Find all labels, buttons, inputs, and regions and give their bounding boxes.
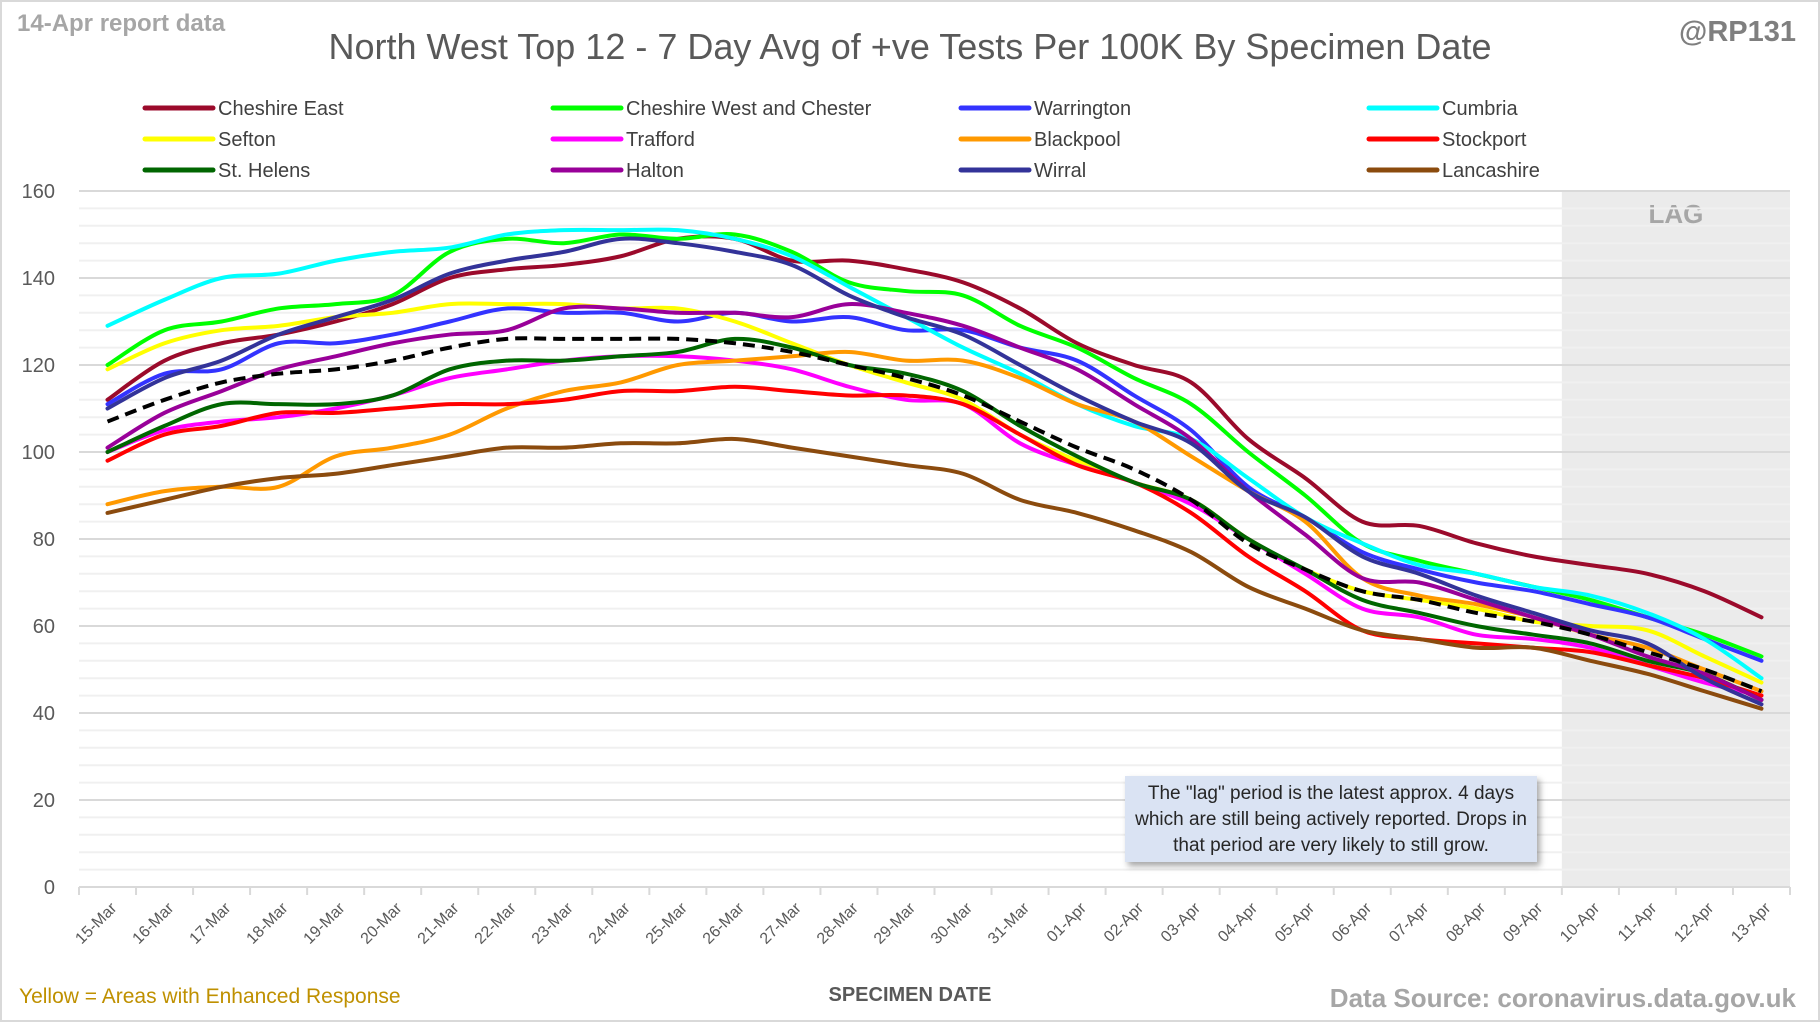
x-axis: 15-Mar 16-Mar 17-Mar 18-Mar 19-Mar 20-Mar 21-M…	[72, 887, 1791, 948]
x-tick-label: 29-Mar	[871, 899, 919, 947]
legend-label-cheshire-east: Cheshire East	[218, 98, 344, 120]
series-line-stockport	[105, 384, 1764, 698]
x-tick-label: 09-Apr	[1500, 899, 1546, 945]
legend-label-warrington: Warrington	[1034, 98, 1131, 120]
legend-label-blackpool: Blackpool	[1034, 129, 1121, 151]
average-line	[106, 336, 1763, 694]
legend-label-cheshire-west-and-chester: Cheshire West and Chester	[626, 98, 872, 120]
series-line-halton	[105, 302, 1764, 702]
legend-label-st-helens: St. Helens	[218, 160, 310, 182]
x-tick-label: 19-Mar	[301, 899, 349, 947]
legend-label-halton: Halton	[626, 160, 684, 182]
x-tick-label: 17-Mar	[187, 899, 235, 947]
x-tick-label: 24-Mar	[586, 899, 634, 947]
x-tick-label: 03-Apr	[1158, 899, 1204, 945]
legend-label-stockport: Stockport	[1442, 129, 1527, 151]
y-tick-label: 0	[44, 877, 55, 899]
x-axis-title: SPECIMEN DATE	[828, 984, 992, 1006]
y-tick-label: 80	[33, 529, 55, 551]
x-tick-label: 05-Apr	[1272, 899, 1318, 945]
legend-label-trafford: Trafford	[626, 129, 695, 151]
x-tick-label: 31-Mar	[985, 899, 1033, 947]
y-tick-label: 40	[33, 703, 55, 725]
x-tick-label: 18-Mar	[244, 899, 292, 947]
lag-label: LAG	[1648, 199, 1703, 229]
x-tick-label: 11-Apr	[1615, 899, 1661, 945]
x-tick-label: 26-Mar	[700, 899, 748, 947]
y-axis: 0 20 40 60 80 100 120 140 160	[22, 181, 55, 899]
series-line-cheshire-west-and-chester	[105, 232, 1764, 659]
x-tick-label: 22-Mar	[472, 899, 520, 947]
x-tick-label: 12-Apr	[1671, 899, 1717, 945]
legend-label-sefton: Sefton	[218, 129, 276, 151]
x-tick-label: 28-Mar	[814, 899, 862, 947]
series-line-cheshire-east	[105, 234, 1764, 620]
x-tick-label: 04-Apr	[1215, 899, 1261, 945]
legend-label-wirral: Wirral	[1034, 160, 1086, 182]
legend-label-lancashire: Lancashire	[1442, 160, 1540, 182]
x-tick-label: 20-Mar	[358, 899, 406, 947]
x-tick-label: 23-Mar	[529, 899, 577, 947]
x-tick-label: 07-Apr	[1386, 899, 1432, 945]
chart-title: North West Top 12 - 7 Day Avg of +ve Tes…	[328, 26, 1492, 67]
legend-label-cumbria: Cumbria	[1442, 98, 1518, 120]
series-line-cumbria	[105, 227, 1764, 681]
y-tick-label: 120	[22, 355, 55, 377]
lag-annotation: The "lag" period is the latest approx. 4…	[1125, 776, 1537, 862]
x-tick-label: 27-Mar	[757, 899, 805, 947]
x-tick-label: 30-Mar	[928, 899, 976, 947]
x-tick-label: 01-Apr	[1044, 899, 1090, 945]
y-tick-label: 100	[22, 442, 55, 464]
x-tick-label: 15-Mar	[72, 899, 120, 947]
x-tick-label: 25-Mar	[643, 899, 691, 947]
series-lines	[105, 227, 1764, 711]
series-line-blackpool	[105, 349, 1764, 694]
x-tick-label: 08-Apr	[1443, 899, 1489, 945]
x-tick-label: 13-Apr	[1728, 899, 1774, 945]
author-handle: @RP131	[1679, 16, 1796, 48]
series-line-wirral	[105, 236, 1764, 707]
x-tick-label: 16-Mar	[130, 899, 178, 947]
x-tick-label: 21-Mar	[415, 899, 463, 947]
y-tick-label: 20	[33, 790, 55, 812]
x-tick-label: 10-Apr	[1557, 899, 1603, 945]
series-line-lancashire	[105, 436, 1764, 711]
y-tick-label: 140	[22, 268, 55, 290]
data-source: Data Source: coronavirus.data.gov.uk	[1329, 983, 1796, 1013]
series-line-st-helens	[105, 336, 1764, 702]
y-tick-label: 60	[33, 616, 55, 638]
series-line-sefton	[105, 301, 1764, 685]
x-tick-label: 02-Apr	[1101, 899, 1147, 945]
x-tick-label: 06-Apr	[1329, 899, 1375, 945]
report-date-label: 14-Apr report data	[17, 10, 226, 37]
legend: Cheshire East Cheshire West and Chester Wa…	[142, 98, 1540, 182]
enhanced-response-note: Yellow = Areas with Enhanced Response	[19, 985, 401, 1008]
y-tick-label: 160	[22, 181, 55, 203]
